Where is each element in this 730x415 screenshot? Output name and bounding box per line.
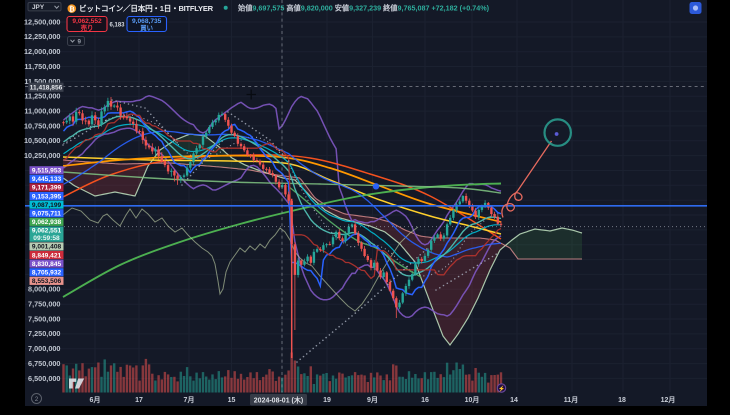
svg-text:9: 9 (78, 38, 82, 45)
svg-text:7,750,000: 7,750,000 (28, 300, 60, 309)
svg-text:11,750,000: 11,750,000 (24, 62, 60, 71)
svg-text:9,062,552: 9,062,552 (72, 18, 102, 25)
svg-text:8,553,506: 8,553,506 (32, 278, 62, 285)
svg-text:7,250,000: 7,250,000 (28, 329, 60, 338)
svg-text:9,068,735: 9,068,735 (132, 18, 162, 25)
svg-text:11,000,000: 11,000,000 (24, 107, 60, 116)
svg-text:16: 16 (421, 397, 429, 404)
svg-text:₿: ₿ (69, 5, 75, 13)
svg-text:6,183: 6,183 (109, 22, 125, 28)
svg-text:8,000,000: 8,000,000 (28, 285, 60, 294)
svg-text:10,500,000: 10,500,000 (24, 136, 61, 145)
svg-text:6,750,000: 6,750,000 (28, 359, 60, 368)
svg-text:9,075,711: 9,075,711 (32, 211, 61, 218)
svg-text:9,515,953: 9,515,953 (32, 168, 62, 175)
svg-text:19: 19 (323, 397, 331, 404)
svg-text:ビットコイン／日本円・1日・BITFLYER: ビットコイン／日本円・1日・BITFLYER (79, 3, 214, 13)
svg-text:11月: 11月 (564, 396, 578, 404)
svg-text:買い: 買い (140, 23, 153, 32)
svg-text:JPY: JPY (32, 4, 45, 11)
svg-text:8,830,845: 8,830,845 (32, 261, 62, 268)
svg-text:11,250,000: 11,250,000 (24, 92, 60, 101)
svg-text:売り: 売り (81, 23, 94, 32)
svg-text:⚡: ⚡ (498, 384, 505, 392)
svg-text:09:59:58: 09:59:58 (33, 235, 60, 242)
svg-text:11,500,000: 11,500,000 (24, 77, 60, 86)
svg-text:2024-08-01 (木): 2024-08-01 (木) (254, 395, 303, 404)
svg-text:18: 18 (618, 397, 626, 404)
svg-text:7,000,000: 7,000,000 (28, 344, 60, 353)
svg-text:8,705,932: 8,705,932 (32, 270, 62, 277)
svg-text:10,250,000: 10,250,000 (24, 151, 61, 160)
svg-text:11,418,856: 11,418,856 (30, 85, 63, 92)
svg-text:9,153,395: 9,153,395 (32, 193, 62, 200)
svg-text:14: 14 (510, 397, 518, 404)
svg-text:2: 2 (35, 397, 39, 403)
svg-text:10,750,000: 10,750,000 (24, 121, 61, 130)
svg-text:7,500,000: 7,500,000 (28, 314, 60, 323)
svg-text:9,171,399: 9,171,399 (32, 185, 62, 192)
svg-text:10月: 10月 (465, 396, 480, 404)
svg-text:12,500,000: 12,500,000 (24, 17, 61, 26)
svg-text:9,087,199: 9,087,199 (32, 202, 62, 209)
svg-text:7月: 7月 (184, 396, 195, 404)
svg-text:15: 15 (228, 397, 236, 404)
svg-text:9,445,133: 9,445,133 (32, 176, 62, 183)
svg-text:6,500,000: 6,500,000 (28, 374, 60, 383)
svg-text:12,250,000: 12,250,000 (24, 32, 61, 41)
svg-text:6月: 6月 (90, 396, 101, 404)
svg-text:9,001,408: 9,001,408 (32, 244, 62, 251)
svg-text:9,062,938: 9,062,938 (32, 219, 62, 226)
svg-text:8,849,421: 8,849,421 (32, 252, 62, 259)
svg-text:9,062,551: 9,062,551 (32, 228, 62, 235)
svg-text:12,000,000: 12,000,000 (24, 47, 61, 56)
svg-text:17: 17 (135, 397, 143, 404)
svg-text:12月: 12月 (661, 396, 676, 404)
svg-text:9月: 9月 (367, 396, 378, 404)
svg-text:始値9,697,575 高値9,820,000 安値9,32: 始値9,697,575 高値9,820,000 安値9,327,239 終値9,… (238, 4, 490, 13)
